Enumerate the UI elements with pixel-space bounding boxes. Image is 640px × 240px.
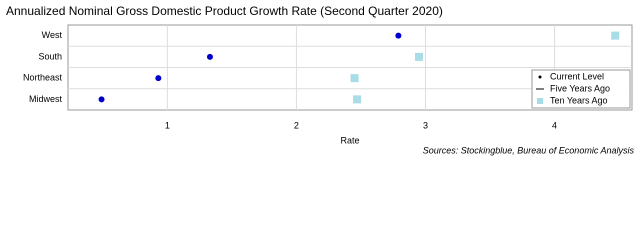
x-tick-label: 1 [165,120,170,130]
legend-label: Five Years Ago [550,83,610,93]
chart-title: Annualized Nominal Gross Domestic Produc… [6,4,443,18]
x-tick-label: 2 [294,120,299,130]
square [415,52,424,61]
legend-box [531,69,631,109]
chart: Annualized Nominal Gross Domestic Produc… [6,4,635,155]
legend-marker [537,98,543,104]
y-tick-label: South [38,51,62,61]
y-tick-label: Midwest [29,94,63,104]
x-axis-label: Rate [340,135,359,145]
square [353,95,362,104]
dot [206,53,213,60]
dot [98,96,105,103]
square [611,31,620,40]
source: Sources: Stockingblue, Bureau of Economi… [423,145,635,155]
legend-label: Current Level [550,71,604,81]
y-tick-label: Northeast [23,73,63,83]
dot [155,75,162,82]
legend-marker [538,75,542,79]
dot [395,32,402,39]
legend-label: Ten Years Ago [550,95,608,105]
y-tick-label: West [42,30,63,40]
x-tick-label: 3 [423,120,428,130]
x-tick-label: 4 [552,120,557,130]
square [350,74,359,83]
